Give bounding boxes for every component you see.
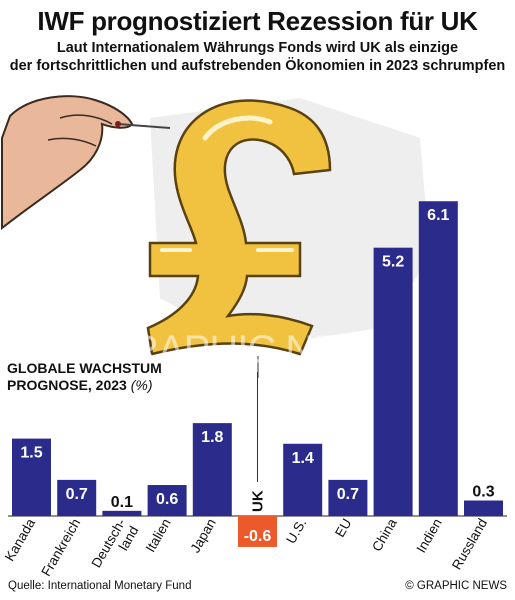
bar-china	[373, 247, 413, 516]
pin-icon	[117, 123, 171, 129]
chart-subtitle-line-2: der fortschrittlichen und aufstrebenden …	[9, 58, 506, 74]
category-label: Kanada	[2, 516, 39, 564]
bar-us	[283, 443, 323, 516]
pound-balloon-icon	[146, 99, 332, 356]
bar-japan	[192, 423, 232, 516]
y-axis-label-line-2: PROGNOSE, 2023 (%)	[7, 377, 153, 393]
value-label: 0.3	[472, 484, 494, 501]
category-label: Indien	[414, 516, 445, 555]
category-label-line: Frankreich	[38, 516, 83, 579]
category-label-line: Russland	[449, 516, 490, 572]
category-label: UK	[250, 490, 267, 512]
category-label: Frankreich	[38, 516, 83, 579]
bar-italien	[147, 485, 187, 516]
value-label: 5.2	[382, 254, 404, 271]
hand-pin-pound-balloon-illustration	[0, 95, 430, 378]
category-label: China	[369, 516, 400, 554]
category-label-line: China	[369, 516, 400, 554]
chart-title: IWF prognostiziert Rezession für UK	[37, 6, 478, 36]
value-label: -0.6	[244, 528, 272, 545]
category-label-line: U.S.	[283, 516, 309, 546]
chart-subtitle-line-1: Laut Internationalem Währungs Fonds wird…	[56, 40, 459, 56]
category-label-line: Japan	[188, 516, 219, 555]
category-label: Russland	[449, 516, 490, 572]
value-label: 1.8	[201, 429, 223, 446]
value-label: 1.4	[292, 450, 314, 467]
category-label-line: EU	[332, 516, 354, 540]
hand-icon	[0, 95, 134, 231]
category-label: Japan	[188, 516, 219, 555]
value-label: 0.7	[337, 486, 359, 503]
bar-frankreich	[57, 479, 97, 516]
y-axis-label-text: PROGNOSE, 2023	[7, 377, 127, 393]
value-label: 6.1	[427, 207, 449, 224]
value-label: 0.1	[111, 494, 133, 511]
category-label-line: Kanada	[2, 516, 39, 564]
source-note: Quelle: International Monetary Fund	[8, 580, 192, 592]
bar-kanada	[12, 438, 51, 516]
bar-uk	[238, 516, 277, 547]
bar-russland	[464, 500, 503, 516]
credit-note: © GRAPHIC NEWS	[405, 580, 507, 592]
value-label: 0.6	[156, 491, 178, 508]
y-axis-label-line-1: GLOBALE WACHSTUM	[7, 360, 162, 376]
category-label-line: Indien	[414, 516, 445, 555]
y-axis-unit: (%)	[130, 377, 153, 393]
category-label-line: Italien	[143, 516, 174, 555]
value-label: 0.7	[66, 486, 88, 503]
value-label: 1.5	[20, 445, 42, 462]
category-label: EU	[332, 516, 354, 540]
watermark: GRAPHIC NEWS	[100, 328, 402, 372]
category-label: Italien	[143, 516, 174, 555]
category-label: Deutsch-land	[88, 516, 141, 578]
category-label: U.S.	[283, 516, 309, 546]
bar-eu	[328, 479, 368, 516]
bar-deutschland	[102, 510, 142, 516]
bar-indien	[418, 201, 458, 517]
